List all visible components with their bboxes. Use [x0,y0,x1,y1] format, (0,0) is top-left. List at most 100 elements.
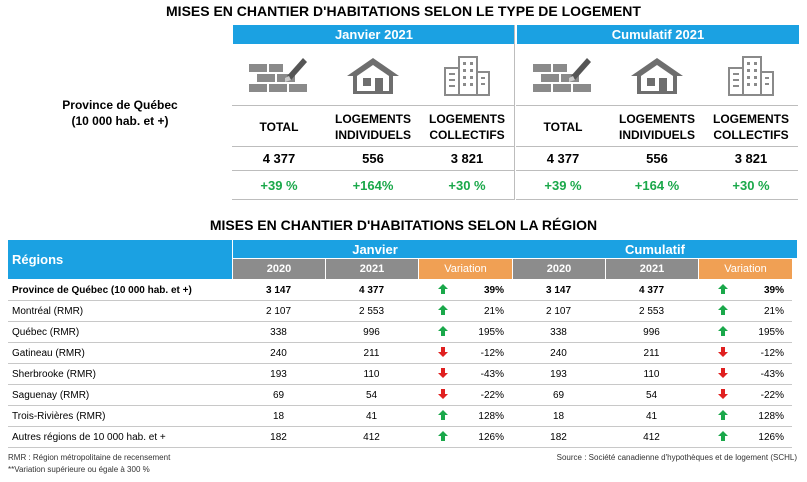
group-divider [514,25,515,200]
column-label-line: LOGEMENTS [428,111,505,126]
region-value: 412 [325,427,418,448]
variation: 128% [758,410,784,422]
change: +30 % [420,171,514,200]
type-icon [610,46,704,106]
variation: 126% [478,431,504,443]
subheader: 2021 [606,259,698,279]
variation: 39% [483,284,504,296]
change: +164% [326,171,420,200]
variation-cell: 21% [418,301,512,322]
region-value: 182 [232,427,325,448]
arrow-icon [718,430,728,444]
variation: 195% [758,326,784,338]
region-value: 2 107 [512,301,605,322]
region-value: 2 553 [605,301,698,322]
arrow [718,367,728,378]
arrow-icon [718,367,728,381]
arrow [718,409,728,420]
arrow [438,430,448,441]
region-name: Province de Québec (10 000 hab. et +) [8,280,232,301]
row-label: Province de Québec (10 000 hab. et +) [8,25,232,200]
region-value: 69 [512,385,605,406]
variation: -22% [480,389,504,401]
subheader: Variation [419,259,512,279]
column-label: LOGEMENTS COLLECTIFS [420,107,514,147]
variation-cell: -12% [698,343,792,364]
arrow [718,325,728,336]
variation-cell: -12% [418,343,512,364]
region-value: 110 [325,364,418,385]
title: MISES EN CHANTIER D'HABITATIONS SELON LE… [166,3,641,19]
region-value: 4 377 [325,280,418,301]
arrow-icon [438,409,448,423]
arrow-icon [438,388,448,402]
variation: 128% [478,410,504,422]
arrow-icon [718,346,728,360]
variation-cell: 128% [698,406,792,427]
group-header: Janvier [233,240,517,258]
column-label-line: COLLECTIFS [429,127,505,142]
arrow [438,304,448,315]
arrow [718,283,728,294]
region-name: Québec (RMR) [8,322,232,343]
variation: -43% [760,368,784,380]
arrow-icon [718,388,728,402]
type-icon [232,46,326,106]
region-value: 4 377 [605,280,698,301]
variation-cell: 126% [698,427,792,448]
arrow-icon [718,304,728,318]
arrow [438,325,448,336]
region-name: Autres régions de 10 000 hab. et + [8,427,232,448]
subheader: 2020 [233,259,325,279]
region-value: 193 [512,364,605,385]
type-icon [516,46,610,106]
change: +30 % [704,171,798,200]
variation-cell: 195% [698,322,792,343]
variation-cell: 21% [698,301,792,322]
region-name: Montréal (RMR) [8,301,232,322]
region-value: 41 [325,406,418,427]
arrow [438,388,448,399]
region-name: Sherbrooke (RMR) [8,364,232,385]
variation-cell: -22% [418,385,512,406]
variation: -43% [480,368,504,380]
column-label-line: LOGEMENTS [712,111,789,126]
change: +164 % [610,171,704,200]
row-label-line: (10 000 hab. et +) [71,113,169,128]
arrow [438,283,448,294]
variation: -12% [480,347,504,359]
variation: 39% [763,284,784,296]
region-value: 41 [605,406,698,427]
region-value: 996 [605,322,698,343]
region-value: 193 [232,364,325,385]
group-header: Janvier 2021 [233,25,515,44]
variation-cell: 39% [418,280,512,301]
arrow [438,367,448,378]
column-label-line: INDIVIDUELS [334,127,411,142]
region-value: 3 147 [232,280,325,301]
group-header: Cumulatif 2021 [517,25,799,44]
region-value: 69 [232,385,325,406]
footnote: **Variation supérieure ou égale à 300 % [8,464,150,474]
arrow-icon [438,367,448,381]
variation: -22% [760,389,784,401]
arrow [438,409,448,420]
region-value: 211 [605,343,698,364]
variation: -12% [760,347,784,359]
arrow-icon [718,325,728,339]
arrow [718,430,728,441]
region-value: 54 [605,385,698,406]
column-label-line: LOGEMENTS [334,111,411,126]
region-value: 412 [605,427,698,448]
arrow [718,388,728,399]
type-icon [420,46,514,106]
value: 3 821 [420,147,514,171]
variation-cell: -22% [698,385,792,406]
change: +39 % [232,171,326,200]
subheader: 2021 [326,259,418,279]
column-label-line: TOTAL [259,119,299,134]
arrow [718,304,728,315]
subheader: Variation [699,259,792,279]
value: 4 377 [516,147,610,171]
arrow-icon [718,409,728,423]
